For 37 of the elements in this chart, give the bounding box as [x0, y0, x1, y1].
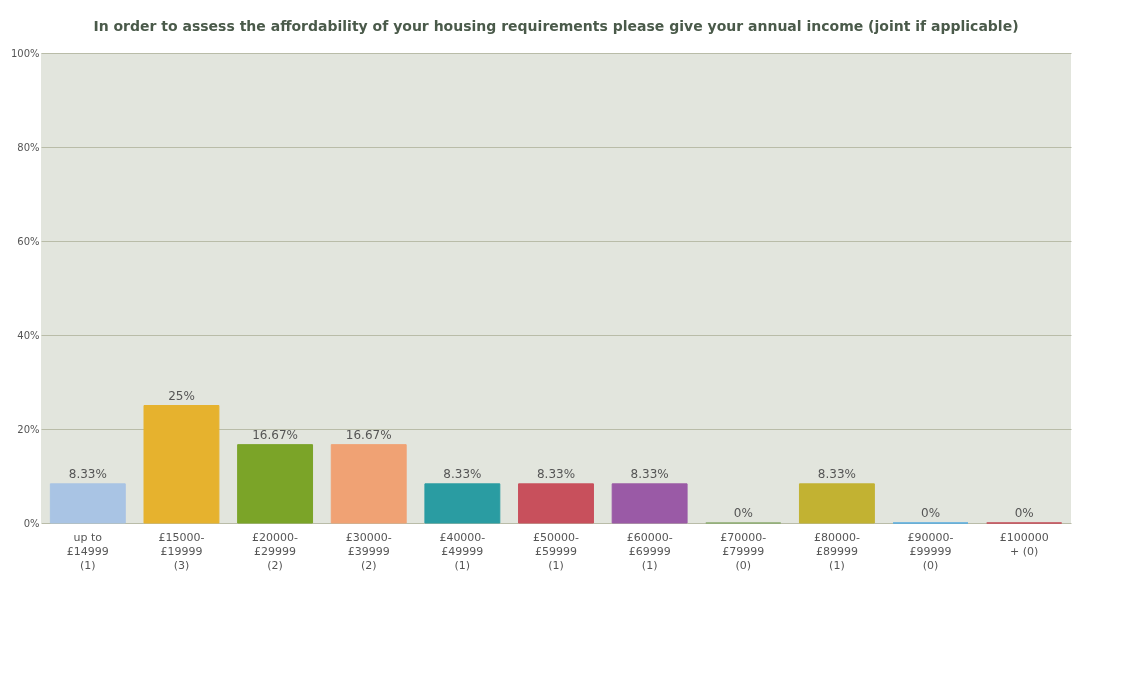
data-label: 8.33% [817, 466, 856, 481]
x-tick-label: £80000- £89999 (1) [813, 530, 860, 572]
x-tick-label: £15000- £19999 (3) [158, 530, 205, 572]
x-tick-label: £50000- £59999 (1) [533, 530, 580, 572]
bar [424, 483, 501, 524]
bar [518, 483, 594, 524]
x-tick-label: £20000- £29999 (2) [252, 530, 299, 572]
bar [237, 444, 314, 524]
x-tick-label: £40000- £49999 (1) [439, 530, 486, 572]
x-tick-label: £90000- £99999 (0) [907, 530, 954, 572]
chart-title: In order to assess the affordability of your housing requirements please give your annual income (joint if applicable) [93, 18, 1019, 34]
bar [798, 483, 875, 524]
data-label: 0% [733, 506, 753, 520]
data-label: 0% [921, 506, 941, 520]
x-tick-label: £60000- £69999 (1) [626, 530, 673, 572]
data-label: 16.67% [252, 427, 298, 442]
x-tick-label: up to £14999 (1) [66, 530, 109, 572]
data-label: 8.33% [443, 466, 482, 481]
x-tick-label: £70000- £79999 (0) [720, 530, 767, 572]
bar [611, 483, 688, 524]
y-tick-label: 80% [17, 141, 40, 153]
data-label: 0% [1014, 506, 1034, 520]
data-label: 8.33% [68, 466, 107, 481]
x-tick-label: £30000- £39999 (2) [345, 530, 392, 572]
bar [143, 405, 220, 524]
y-tick-label: 60% [17, 235, 40, 247]
data-label: 8.33% [630, 466, 669, 481]
bar [330, 444, 407, 524]
y-tick-label: 100% [10, 47, 40, 59]
bar [49, 483, 126, 524]
data-label: 25% [168, 388, 195, 403]
y-tick-label: 20% [17, 423, 40, 435]
x-tick-label: £100000 + (0) [999, 530, 1049, 558]
y-tick-label: 40% [17, 329, 40, 341]
data-label: 8.33% [536, 466, 576, 481]
data-label: 16.67% [345, 427, 392, 442]
y-tick-label: 0% [23, 517, 40, 529]
